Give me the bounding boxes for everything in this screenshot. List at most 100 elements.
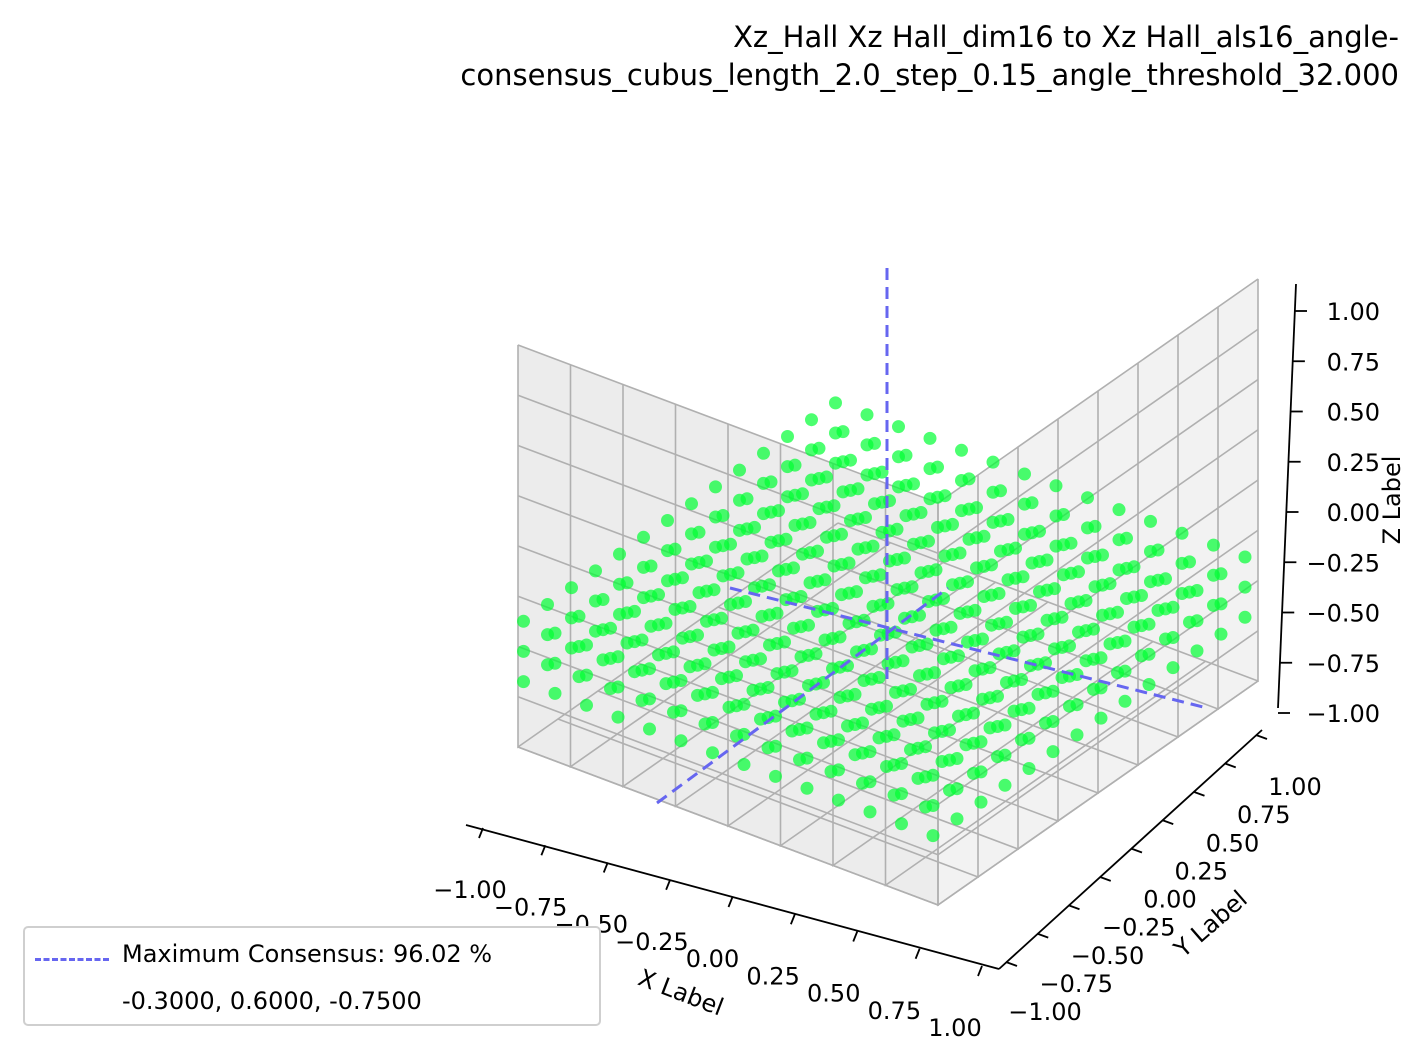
data-point [844, 453, 857, 467]
data-point [860, 408, 874, 422]
data-point [998, 718, 1012, 732]
data-point [968, 634, 982, 647]
y-tick-label: −0.75 [1039, 970, 1113, 998]
data-point [914, 566, 928, 580]
x-tick-label: −1.00 [433, 876, 507, 904]
x-tick [665, 879, 671, 891]
data-point [974, 735, 988, 749]
grid-line-z [517, 680, 1259, 906]
data-point [1103, 577, 1117, 591]
data-point [1031, 657, 1045, 671]
data-point [820, 500, 833, 514]
data-point [1040, 553, 1054, 567]
data-point [1022, 701, 1036, 715]
data-point [1072, 595, 1085, 609]
chart-title-line-1: Xz_Hall Xz Hall_dim16 to Xz Hall_als16_a… [733, 20, 1399, 54]
grid-line-x [832, 463, 1154, 868]
x-tick-label: −0.25 [615, 928, 689, 956]
data-point [919, 740, 932, 754]
data-point [737, 697, 751, 711]
data-point [1127, 560, 1141, 574]
data-point [698, 657, 712, 671]
data-point [733, 463, 746, 477]
data-point [596, 593, 610, 606]
data-point [730, 669, 743, 683]
data-point [937, 622, 950, 636]
data-point [565, 581, 578, 595]
data-point [1087, 622, 1100, 636]
legend-dashed-line-swatch [35, 958, 109, 961]
data-point [959, 738, 973, 752]
data-point [1015, 673, 1028, 686]
data-point [905, 580, 919, 594]
data-point [931, 460, 944, 474]
data-point [811, 574, 824, 588]
data-point [926, 829, 940, 843]
data-point [859, 511, 872, 524]
data-point [986, 515, 1000, 529]
z-tick-label: 0.25 [1327, 449, 1380, 477]
data-point [1031, 627, 1045, 641]
data-point [937, 652, 950, 666]
data-point [589, 564, 602, 578]
data-point [769, 769, 782, 783]
data-point [676, 601, 689, 615]
data-point [715, 672, 728, 686]
data-point [887, 758, 901, 772]
data-point [685, 497, 698, 511]
data-point [842, 586, 856, 600]
max-consensus-line-y [656, 586, 949, 805]
data-point [1103, 637, 1117, 651]
data-point [800, 781, 814, 795]
data-point [935, 755, 949, 768]
data-point [920, 637, 934, 651]
data-point [620, 636, 634, 650]
x-tick [478, 827, 484, 839]
x-tick-label: 0.50 [807, 980, 860, 1008]
data-point [820, 530, 833, 544]
data-point [1046, 715, 1060, 728]
data-point [829, 396, 842, 410]
data-point [611, 650, 625, 664]
data-point [983, 691, 997, 705]
data-point [1000, 615, 1013, 629]
data-point [926, 768, 940, 782]
data-point [781, 430, 794, 443]
data-point [1063, 699, 1076, 713]
grid-line-x [569, 364, 891, 769]
data-point [836, 425, 850, 439]
data-point [731, 566, 745, 580]
data-point [968, 664, 982, 678]
data-point [1000, 676, 1013, 689]
data-point [842, 556, 856, 570]
data-point [541, 598, 554, 611]
data-point [739, 625, 752, 639]
data-point [652, 648, 665, 662]
tick-labels: −1.00−1.00−1.00−0.75−0.75−0.75−0.50−0.50… [433, 298, 1380, 1042]
data-point [1183, 555, 1196, 569]
data-point [644, 619, 658, 633]
data-point [739, 595, 752, 608]
data-point [785, 664, 799, 678]
data-point [1159, 572, 1172, 586]
data-point [1166, 600, 1180, 614]
data-point [700, 584, 713, 598]
data-point [977, 559, 991, 573]
data-point [1072, 565, 1085, 579]
data-point [674, 734, 688, 748]
data-point [1144, 514, 1157, 528]
data-point [643, 692, 656, 706]
data-point [763, 608, 776, 622]
data-point [952, 649, 965, 663]
data-point [907, 477, 920, 491]
data-point [935, 694, 949, 708]
data-point [788, 518, 802, 532]
data-point [923, 431, 937, 445]
y-tick [1036, 932, 1049, 939]
data-point [1046, 745, 1060, 759]
data-point [881, 597, 895, 610]
x-tick [540, 844, 547, 856]
data-point [794, 590, 808, 603]
data-point [709, 480, 722, 494]
x-tick [977, 965, 983, 977]
